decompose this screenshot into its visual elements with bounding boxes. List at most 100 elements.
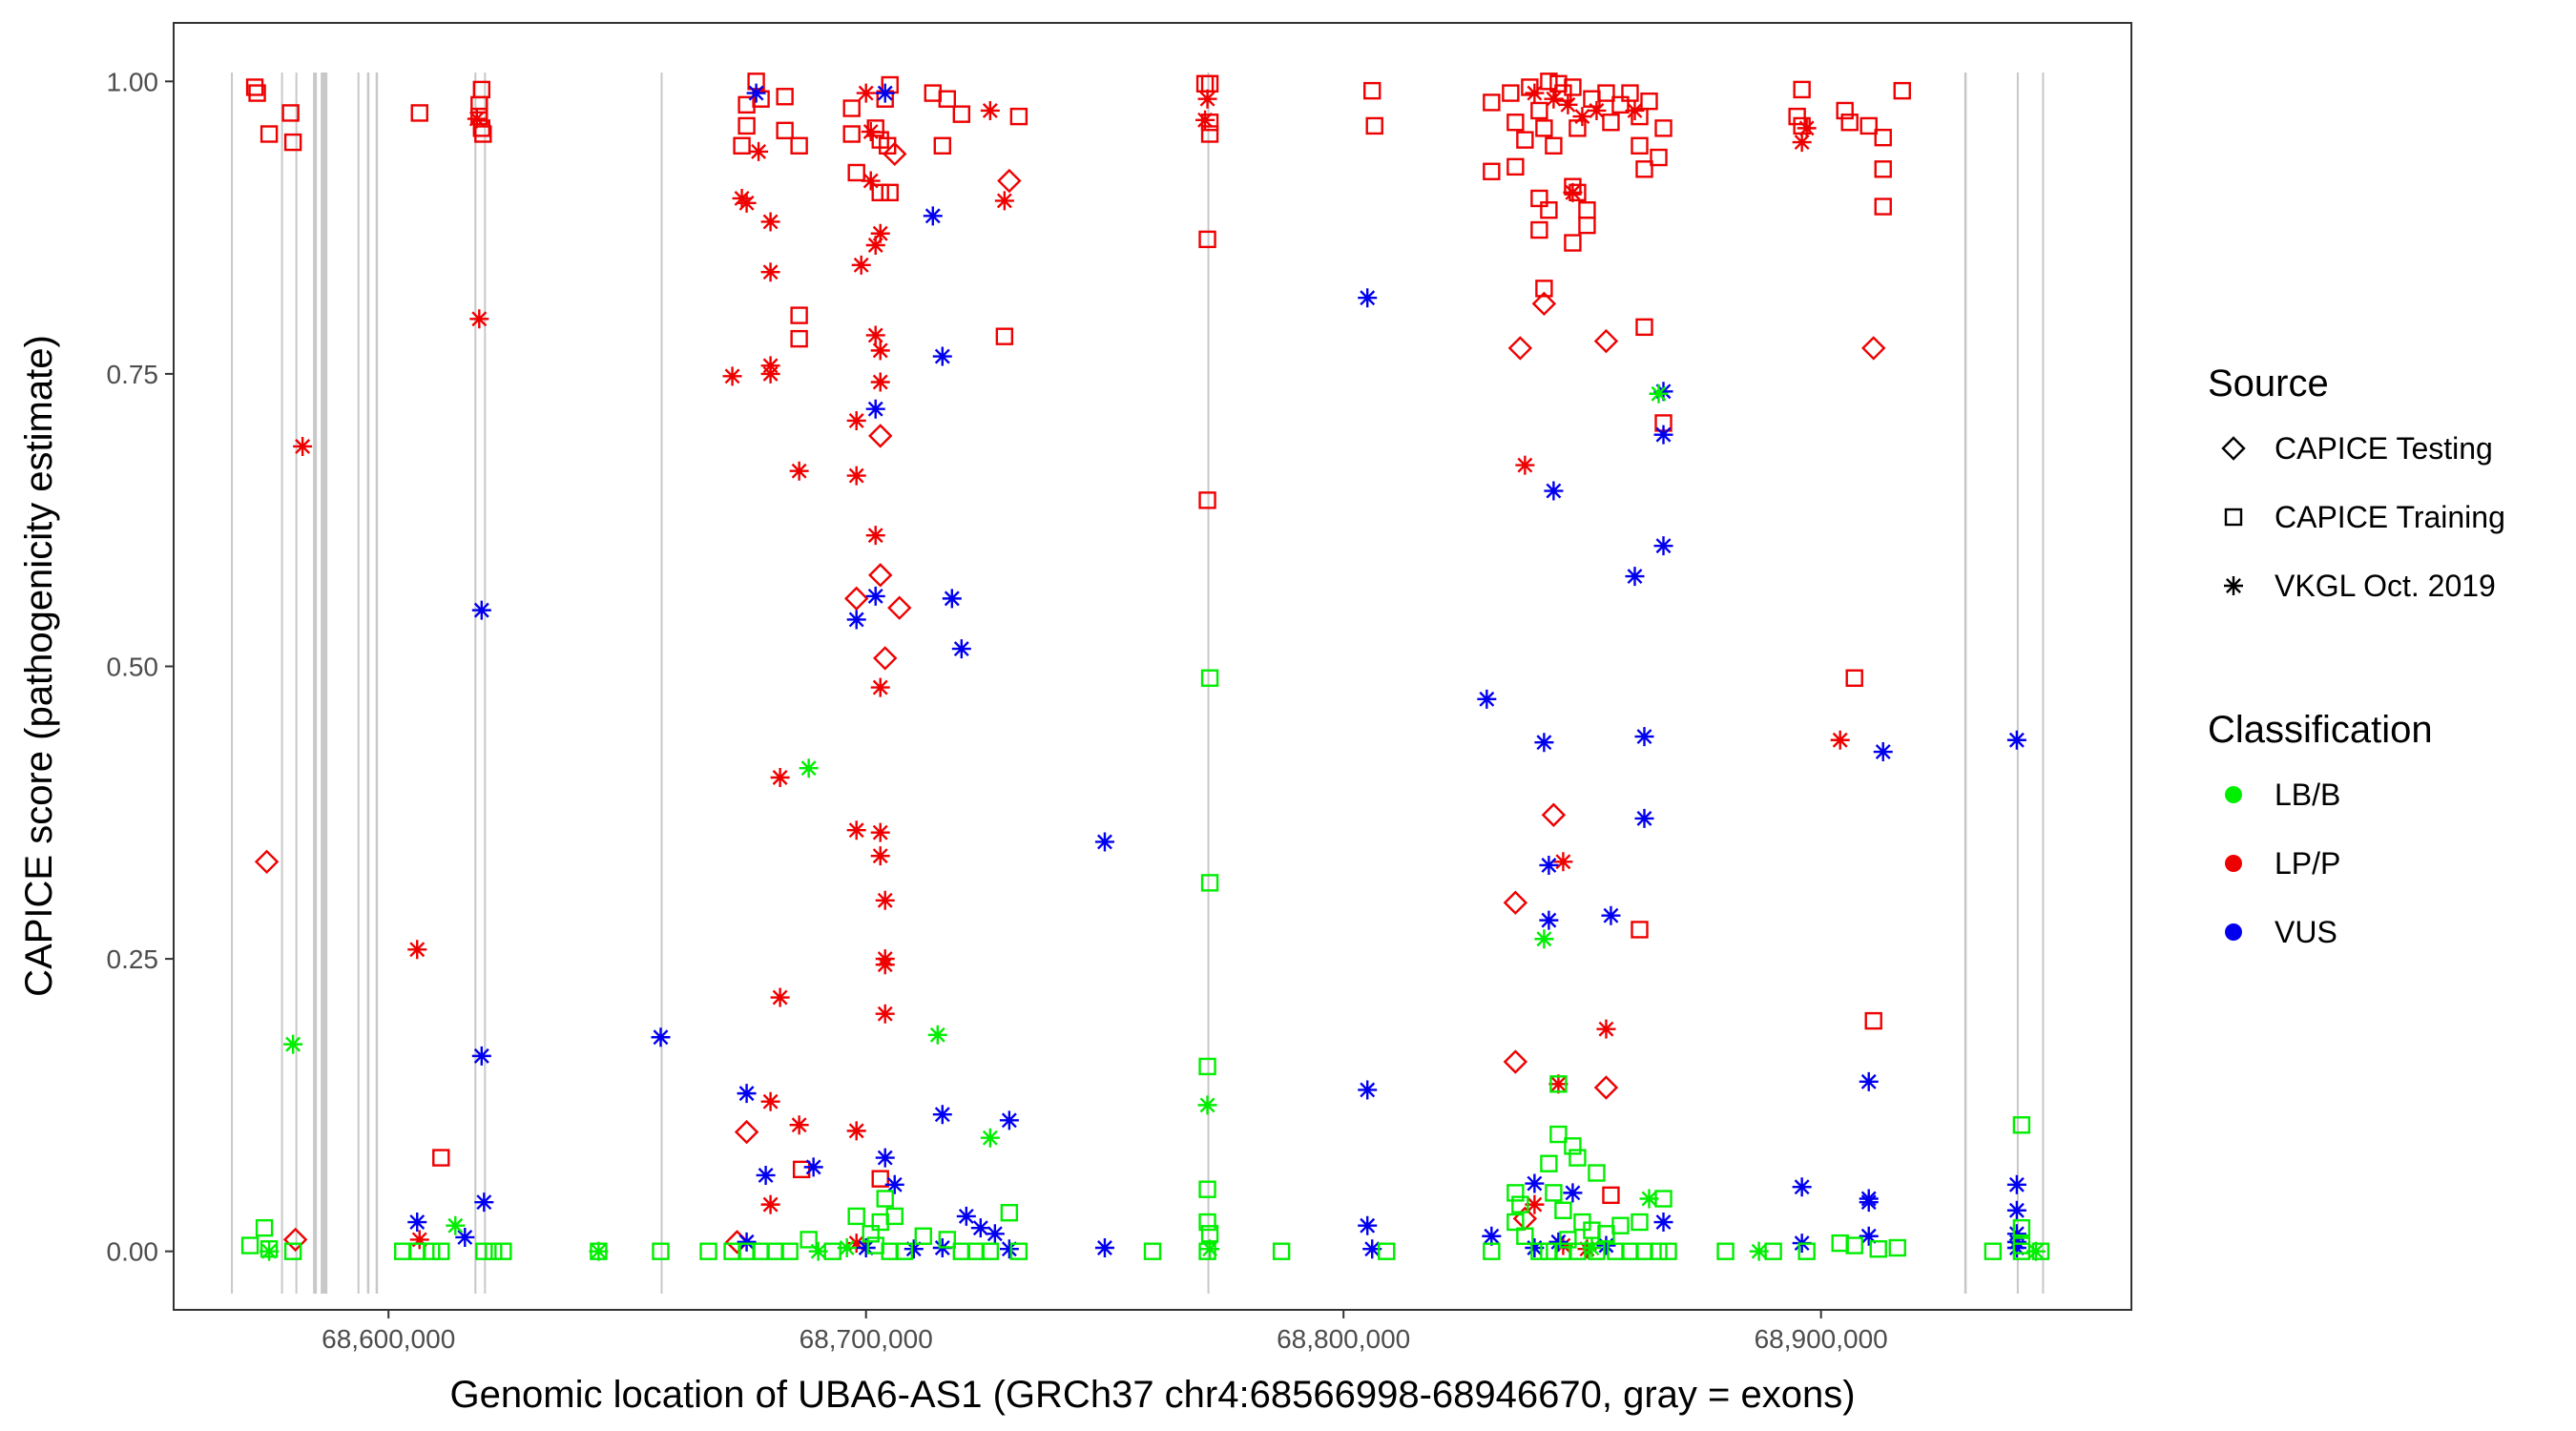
exon-band — [313, 73, 318, 1294]
data-point — [1836, 101, 1854, 120]
data-point — [776, 88, 794, 106]
data-point — [1511, 1195, 1529, 1213]
data-point — [1506, 1184, 1525, 1202]
data-point — [1525, 1173, 1545, 1193]
data-point — [1873, 742, 1893, 762]
data-point — [1200, 874, 1219, 892]
data-point — [467, 109, 487, 129]
data-point — [875, 83, 895, 103]
data-point — [938, 90, 956, 108]
data-point — [895, 1242, 913, 1260]
data-point — [1653, 1213, 1673, 1233]
data-point — [1593, 328, 1619, 354]
data-point — [746, 83, 766, 103]
data-point — [1545, 136, 1563, 155]
legend-class-key — [2225, 786, 2242, 803]
data-point — [1859, 1071, 1879, 1091]
data-point — [485, 1242, 503, 1260]
data-point — [1549, 1125, 1568, 1144]
data-point — [1861, 336, 1886, 361]
data-point — [999, 1239, 1019, 1259]
data-point — [1634, 808, 1654, 828]
data-point — [407, 940, 427, 960]
data-point — [255, 1218, 274, 1237]
data-point — [861, 122, 881, 142]
data-point — [1582, 1238, 1602, 1257]
y-tick-label: 1.00 — [107, 67, 159, 96]
data-point — [1631, 136, 1649, 155]
y-tick-label: 0.50 — [107, 653, 159, 682]
data-point — [842, 99, 861, 117]
data-point — [722, 366, 742, 386]
data-point — [1358, 1080, 1378, 1100]
data-point — [1792, 133, 1812, 153]
data-point — [470, 95, 488, 114]
data-point — [1568, 1242, 1587, 1260]
data-point — [1378, 1242, 1396, 1260]
data-point — [1530, 1242, 1548, 1260]
exon-band — [321, 73, 328, 1294]
data-point — [1525, 1238, 1545, 1257]
data-point — [871, 183, 889, 202]
data-point — [2006, 730, 2026, 750]
data-point — [1549, 1075, 1568, 1093]
data-point — [1797, 1242, 1816, 1260]
data-point — [469, 309, 489, 329]
data-point — [1631, 107, 1649, 126]
data-point — [875, 1148, 895, 1168]
data-point — [856, 1238, 876, 1257]
data-point — [1845, 669, 1863, 687]
data-point — [792, 1160, 811, 1179]
data-point — [1874, 197, 1892, 216]
data-point — [1200, 669, 1219, 687]
exon-band — [357, 73, 360, 1294]
x-tick-label: 68,700,000 — [800, 1324, 933, 1354]
data-point — [1506, 157, 1525, 176]
data-point — [1792, 1177, 1812, 1197]
data-point — [1650, 1242, 1668, 1260]
legend-class-label: LP/P — [2275, 846, 2340, 881]
data-point — [1653, 536, 1673, 556]
data-point — [699, 1242, 717, 1260]
data-point — [1601, 905, 1621, 925]
data-point — [240, 1236, 260, 1255]
data-point — [432, 1149, 450, 1167]
data-point — [1535, 119, 1553, 137]
data-point — [475, 1242, 493, 1260]
data-point — [1483, 1242, 1501, 1260]
data-point — [808, 1241, 828, 1261]
legend-source-key — [2224, 576, 2243, 595]
data-point — [1649, 384, 1669, 404]
data-point — [790, 136, 808, 155]
data-point — [799, 758, 819, 778]
data-point — [932, 1105, 952, 1125]
legend-class-label: LB/B — [2275, 778, 2340, 812]
data-point — [1362, 1239, 1382, 1259]
data-point — [1869, 1240, 1887, 1258]
data-point — [1541, 802, 1567, 827]
data-point — [283, 1242, 302, 1260]
data-point — [846, 1121, 866, 1141]
y-tick-label: 0.25 — [107, 944, 159, 974]
legend-source-label: CAPICE Training — [2275, 500, 2505, 534]
exon-band — [375, 73, 379, 1294]
legend: Source CAPICE Testing CAPICE Training VKGL… — [2208, 363, 2505, 949]
data-point — [737, 1232, 757, 1252]
x-tick-label: 68,800,000 — [1277, 1324, 1410, 1354]
data-point — [868, 424, 893, 448]
data-point — [734, 1119, 759, 1145]
data-point — [1793, 80, 1811, 99]
data-point — [904, 1239, 924, 1259]
data-point — [1654, 1190, 1672, 1208]
data-point — [1558, 94, 1578, 114]
data-point — [248, 84, 266, 102]
data-point — [970, 1218, 990, 1238]
exon-band — [280, 73, 283, 1294]
data-point — [1365, 116, 1383, 135]
data-point — [651, 1027, 671, 1047]
data-point — [471, 600, 491, 620]
data-point — [780, 1242, 799, 1260]
data-point — [760, 363, 780, 384]
data-point — [847, 163, 865, 182]
data-point — [1564, 1137, 1582, 1155]
